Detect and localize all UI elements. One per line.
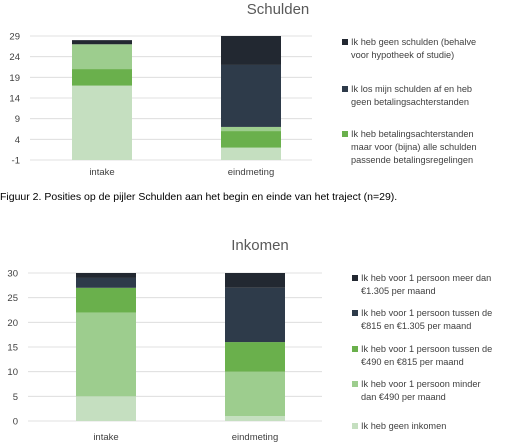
bar-segment xyxy=(76,287,136,313)
bar-segment xyxy=(221,147,281,160)
bar-segment xyxy=(76,396,136,421)
legend-swatch xyxy=(342,131,348,137)
bar-segment xyxy=(76,277,136,288)
bar-segment xyxy=(221,36,281,65)
bar-segment xyxy=(225,416,285,421)
bar-segment xyxy=(72,85,132,160)
bar-segment xyxy=(76,312,136,397)
legend-label: passende betalingsregelingen xyxy=(351,155,473,165)
legend-label: €490 en €815 per maand xyxy=(361,357,464,367)
legend-swatch xyxy=(342,86,348,92)
chart-0: Schulden -1 4 9 14 19 24 29 intake eindmeting Ik h… xyxy=(9,1,476,178)
legend-swatch xyxy=(342,39,348,45)
y-tick-label: 30 xyxy=(7,269,18,280)
y-tick-label: 24 xyxy=(9,52,20,63)
legend-label: dan €490 per maand xyxy=(361,392,446,402)
legend-label: Ik heb betalingsachterstanden xyxy=(351,129,474,139)
legend-label: €815 en €1.305 per maand xyxy=(361,321,471,331)
legend-label: Ik heb voor 1 persoon minder xyxy=(361,379,481,389)
chart-title: Inkomen xyxy=(231,237,289,254)
legend-label: Ik heb voor 1 persoon tussen de xyxy=(361,344,492,354)
legend-label: voor hypotheek of studie) xyxy=(351,50,454,60)
bar-segment xyxy=(221,126,281,132)
y-tick-label: 15 xyxy=(7,343,18,354)
x-category-label: intake xyxy=(93,432,118,443)
y-tick-label: 29 xyxy=(9,32,20,43)
y-tick-label: 0 xyxy=(13,417,18,428)
legend-label: geen betalingsachterstanden xyxy=(351,97,469,107)
bar-segment xyxy=(225,342,285,372)
legend-label: €1.305 per maand xyxy=(361,286,436,296)
bar-segment xyxy=(225,273,285,288)
legend-swatch xyxy=(352,423,358,429)
bar-segment xyxy=(221,131,281,148)
legend-label: Ik heb voor 1 persoon tussen de xyxy=(361,308,492,318)
bar-segment xyxy=(225,287,285,343)
x-category-label: eindmeting xyxy=(232,432,278,443)
y-tick-label: 20 xyxy=(7,318,18,329)
chart-1: Inkomen 0 5 10 15 20 25 30 intake eindmeting Ik he… xyxy=(7,237,492,443)
figure-caption: Figuur 2. Posities op de pijler Schulden… xyxy=(0,191,397,203)
y-tick-label: 5 xyxy=(13,392,18,403)
x-category-label: intake xyxy=(89,167,114,178)
y-tick-label: 9 xyxy=(15,114,20,125)
y-tick-label: 14 xyxy=(9,94,20,105)
bar-segment xyxy=(221,64,281,127)
y-tick-label: -1 xyxy=(12,156,20,167)
y-tick-label: 19 xyxy=(9,73,20,84)
legend-label: Ik heb voor 1 persoon meer dan xyxy=(361,273,491,283)
y-tick-label: 10 xyxy=(7,367,18,378)
legend-label: Ik heb geen inkomen xyxy=(361,421,446,431)
legend-label: maar voor (bijna) alle schulden xyxy=(351,142,477,152)
bar-segment xyxy=(72,44,132,70)
bar-segment xyxy=(76,273,136,278)
bar-segment xyxy=(225,371,285,417)
bar-segment xyxy=(72,40,132,45)
y-tick-label: 4 xyxy=(15,135,20,146)
legend-swatch xyxy=(352,346,358,352)
chart-title: Schulden xyxy=(247,1,310,18)
bar-segment xyxy=(72,69,132,86)
legend-label: Ik los mijn schulden af en heb xyxy=(351,84,472,94)
legend-swatch xyxy=(352,275,358,281)
x-category-label: eindmeting xyxy=(228,167,274,178)
legend-label: Ik heb geen schulden (behalve xyxy=(351,37,476,47)
y-tick-label: 25 xyxy=(7,293,18,304)
legend-swatch xyxy=(352,310,358,316)
legend-swatch xyxy=(352,381,358,387)
